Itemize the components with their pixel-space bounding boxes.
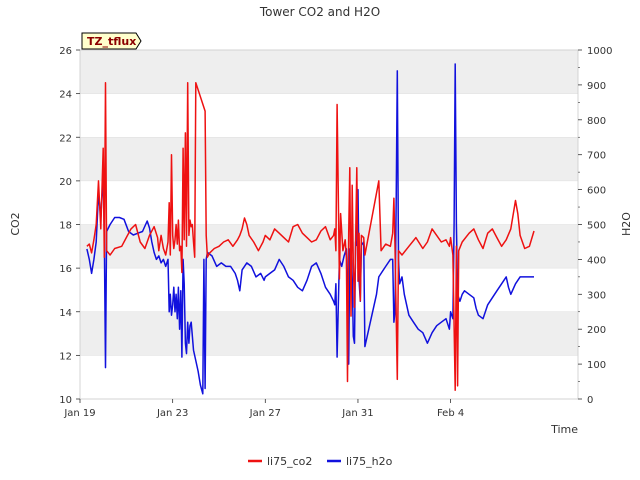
series-line-li75-co2 [86,81,535,392]
left-tick-label: 18 [59,221,72,232]
badge-shape [81,32,142,50]
left-tick-label: 26 [59,46,72,57]
series-layer [86,63,535,395]
x-axis-title: Time [550,423,578,436]
right-tick-label: 1000 [587,46,612,57]
series-line-li75-h2o [86,63,534,395]
left-axis: 10 12 14 16 18 20 22 24 26 [59,46,80,406]
left-tick-label: 24 [59,90,72,101]
legend-item-h2o[interactable]: li75_h2o [327,455,393,468]
site-badge: TZ_tflux [81,32,142,50]
x-axis: Jan 19 Jan 23 Jan 27 Jan 31 Feb 4 [63,399,464,419]
right-tick-label: 900 [587,81,606,92]
legend-item-co2[interactable]: li75_co2 [248,455,312,468]
left-tick-label: 22 [59,133,72,144]
right-tick-label: 400 [587,255,606,266]
y-axis-left-title: CO2 [9,212,22,235]
background-band [80,50,578,94]
left-tick-label: 16 [59,264,72,275]
background-band [80,311,578,356]
x-tick-label: Jan 19 [63,408,95,419]
legend: li75_co2 li75_h2o [248,455,393,468]
x-tick-label: Feb 4 [437,408,464,419]
y-axis-right-title: H2O [620,212,633,236]
right-tick-label: 600 [587,186,606,197]
right-tick-label: 100 [587,360,606,371]
right-tick-label: 0 [587,395,593,406]
right-tick-label: 800 [587,116,606,127]
left-tick-label: 12 [59,351,72,362]
x-tick-label: Jan 27 [249,408,281,419]
x-tick-label: Jan 31 [341,408,373,419]
legend-label-co2: li75_co2 [267,455,312,468]
right-axis: 0 100 200 300 400 500 600 700 800 900 1000 [578,46,612,406]
background-band [80,137,578,181]
right-tick-label: 500 [587,221,606,232]
background-band [80,224,578,269]
right-tick-label: 300 [587,290,606,301]
right-tick-label: 700 [587,151,606,162]
chart-title: Tower CO2 and H2O [259,5,380,19]
left-tick-label: 20 [59,177,72,188]
right-tick-label: 200 [587,325,606,336]
plot-background-bands [80,50,578,356]
badge-label: TZ_tflux [87,35,136,48]
left-tick-label: 14 [59,308,72,319]
x-tick-label: Jan 23 [156,408,188,419]
left-tick-label: 10 [59,395,72,406]
legend-label-h2o: li75_h2o [346,455,393,468]
